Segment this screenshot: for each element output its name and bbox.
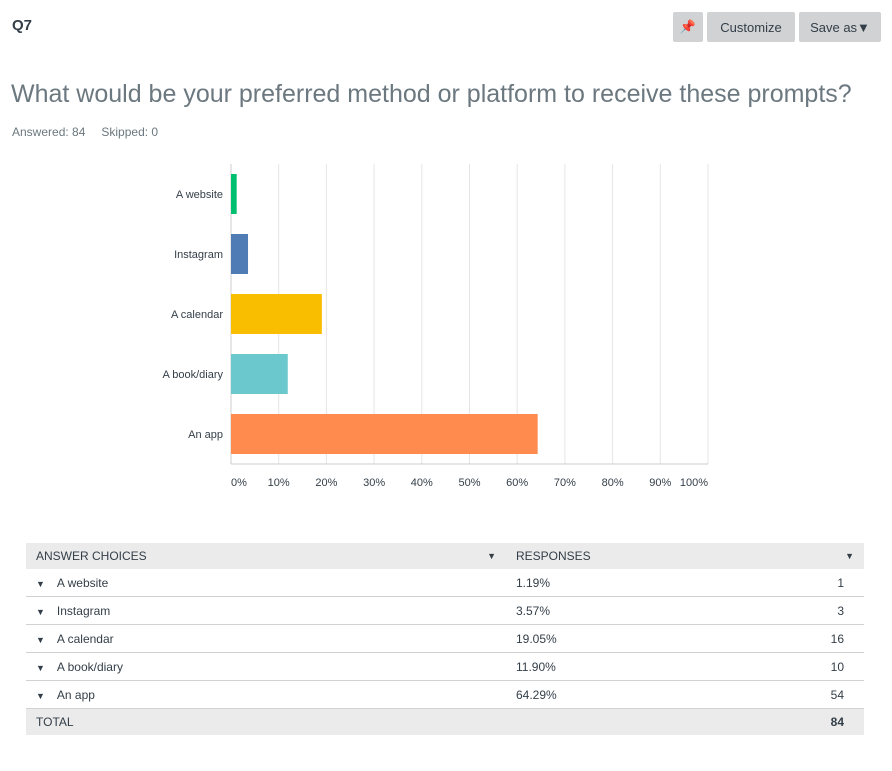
y-category-label: A website [176, 189, 223, 201]
bar[interactable] [231, 234, 249, 274]
response-count: 1 [714, 569, 864, 597]
table-row: ▼ An app 64.29% 54 [26, 680, 864, 709]
x-tick-label: 30% [363, 477, 385, 489]
table-row: ▼ A calendar 19.05% 16 [26, 624, 864, 653]
answer-choices-header[interactable]: ANSWER CHOICES ▼ [26, 543, 506, 569]
responses-header[interactable]: RESPONSES ▼ [506, 543, 864, 569]
x-tick-label: 10% [268, 477, 290, 489]
x-tick-label: 80% [602, 477, 624, 489]
save-as-button[interactable]: Save as▼ [799, 12, 881, 42]
answer-choice-label: A book/diary [56, 659, 123, 674]
answer-choice[interactable]: ▼ A calendar [26, 624, 506, 653]
caret-down-icon[interactable]: ▼ [36, 634, 45, 645]
x-tick-label: 60% [506, 477, 528, 489]
skipped-count: Skipped: 0 [101, 125, 159, 139]
bar[interactable] [231, 354, 288, 394]
response-count: 54 [714, 680, 864, 709]
y-category-label: A calendar [171, 309, 223, 321]
answer-choice-label: A website [56, 575, 109, 590]
x-tick-label: 0% [231, 477, 247, 489]
response-count: 3 [714, 596, 864, 625]
answer-choice-label: An app [56, 687, 95, 702]
answer-choice[interactable]: ▼ A book/diary [26, 652, 506, 681]
question-title: What would be your preferred method or p… [11, 80, 852, 108]
answer-choice[interactable]: ▼ An app [26, 680, 506, 709]
x-tick-label: 90% [649, 477, 671, 489]
response-percent: 11.90% [506, 652, 715, 681]
response-percent: 3.57% [506, 596, 715, 625]
total-row: TOTAL 84 [26, 708, 864, 735]
answer-choice[interactable]: ▼ A website [26, 569, 506, 597]
response-percent: 19.05% [506, 624, 715, 653]
responses-header-label: RESPONSES [516, 549, 591, 563]
chevron-down-icon: ▼ [845, 551, 854, 561]
answer-choice-label: Instagram [56, 603, 111, 618]
answer-choice-label: A calendar [56, 631, 114, 646]
pin-button[interactable]: 📌 [673, 12, 703, 42]
answer-choice[interactable]: ▼ Instagram [26, 596, 506, 625]
total-label: TOTAL [26, 708, 506, 735]
response-stats: Answered: 84 Skipped: 0 [12, 125, 174, 139]
y-category-label: Instagram [174, 249, 223, 261]
y-category-label: A book/diary [162, 369, 223, 381]
x-tick-label: 100% [680, 477, 708, 489]
total-count: 84 [714, 708, 864, 735]
table-row: ▼ A website 1.19% 1 [26, 569, 864, 597]
table-row: ▼ A book/diary 11.90% 10 [26, 652, 864, 681]
x-tick-label: 70% [554, 477, 576, 489]
caret-down-icon[interactable]: ▼ [36, 606, 45, 617]
answer-table: ANSWER CHOICES ▼ RESPONSES ▼ ▼ A website 1.1… [26, 543, 864, 735]
answered-count: Answered: 84 [12, 125, 86, 139]
table-row: ▼ Instagram 3.57% 3 [26, 596, 864, 625]
caret-down-icon[interactable]: ▼ [36, 662, 45, 673]
x-tick-label: 50% [458, 477, 480, 489]
y-category-label: An app [188, 429, 223, 441]
pin-icon: 📌 [679, 19, 697, 34]
answer-choices-header-label: ANSWER CHOICES [36, 549, 147, 563]
response-count: 16 [714, 624, 864, 653]
bar[interactable] [231, 414, 538, 454]
bar-chart: 0% 10% 20% 30% 40% 50% 60% 70% 80% 90% 100% A websi… [162, 164, 709, 489]
bar[interactable] [231, 174, 237, 214]
x-tick-label: 20% [315, 477, 337, 489]
response-percent: 64.29% [506, 680, 715, 709]
response-percent: 1.19% [506, 569, 715, 597]
caret-down-icon[interactable]: ▼ [36, 690, 45, 701]
x-tick-label: 40% [411, 477, 433, 489]
question-number: Q7 [12, 17, 33, 34]
response-count: 10 [714, 652, 864, 681]
chevron-down-icon: ▼ [487, 551, 496, 561]
bar[interactable] [231, 294, 322, 334]
caret-down-icon[interactable]: ▼ [36, 578, 45, 589]
customize-button[interactable]: Customize [707, 12, 795, 42]
